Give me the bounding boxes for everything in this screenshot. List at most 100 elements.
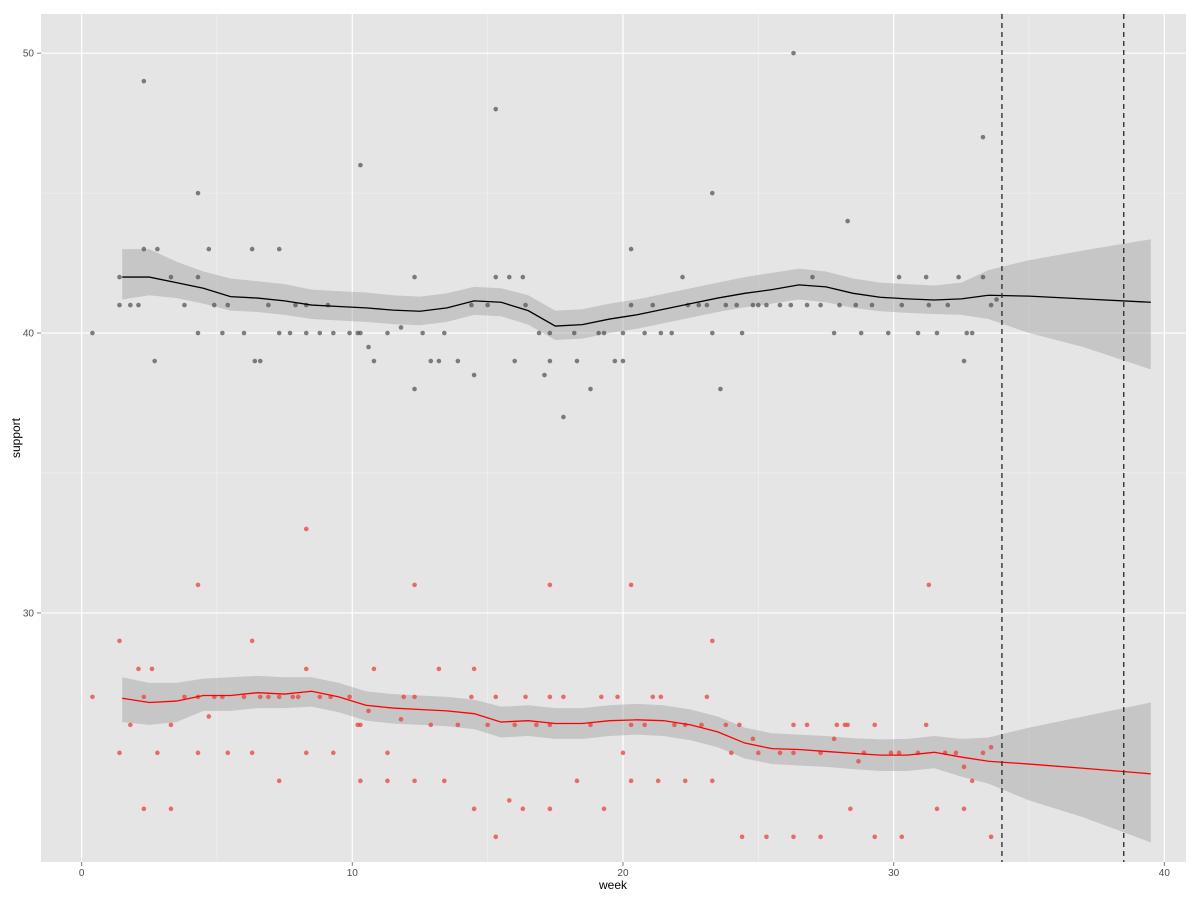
data-point-series-2 <box>831 736 837 742</box>
x-tick-label: 20 <box>617 868 629 879</box>
data-point-series-1 <box>420 330 425 336</box>
data-point-series-2 <box>412 582 417 588</box>
data-point-series-2 <box>750 736 756 742</box>
data-point-series-2 <box>737 722 742 728</box>
data-point-series-2 <box>534 722 539 728</box>
data-point-series-2 <box>599 694 604 700</box>
data-point-series-1 <box>837 302 842 308</box>
data-point-series-1 <box>436 358 442 364</box>
data-point-series-2 <box>358 722 363 728</box>
data-point-series-1 <box>90 330 95 336</box>
data-point-series-1 <box>994 297 999 302</box>
data-point-series-2 <box>276 778 282 784</box>
data-point-series-2 <box>303 526 309 532</box>
data-point-series-1 <box>620 330 626 336</box>
data-point-series-2 <box>90 694 95 700</box>
y-tick-label: 30 <box>23 608 35 619</box>
data-point-series-1 <box>756 302 761 308</box>
data-point-series-2 <box>658 694 664 700</box>
data-point-series-2 <box>493 694 499 700</box>
data-point-series-1 <box>241 330 247 336</box>
data-point-series-2 <box>804 722 810 728</box>
data-point-series-2 <box>899 834 905 840</box>
data-point-series-1 <box>804 302 810 308</box>
data-point-series-2 <box>225 750 231 756</box>
data-point-series-1 <box>325 302 331 308</box>
data-point-series-1 <box>428 358 434 364</box>
data-point-series-1 <box>347 330 352 336</box>
data-point-series-2 <box>655 778 661 784</box>
data-point-series-2 <box>953 750 959 756</box>
data-point-series-2 <box>141 694 147 700</box>
data-point-series-1 <box>650 302 656 308</box>
data-point-series-2 <box>923 722 929 728</box>
data-point-series-1 <box>788 302 794 308</box>
data-point-series-2 <box>574 778 580 784</box>
data-point-series-2 <box>276 694 282 700</box>
data-point-series-2 <box>436 666 442 672</box>
data-point-series-2 <box>547 722 553 728</box>
x-axis-title: week <box>598 878 628 892</box>
data-point-series-2 <box>704 694 710 700</box>
data-point-series-2 <box>195 750 201 756</box>
smooth-line-series-2 <box>122 690 1151 775</box>
data-point-series-2 <box>856 758 861 764</box>
data-point-series-2 <box>620 750 626 756</box>
data-point-series-2 <box>628 778 634 784</box>
data-point-series-2 <box>988 834 994 840</box>
data-point-series-2 <box>485 722 490 728</box>
data-point-series-1 <box>358 330 363 336</box>
data-point-series-2 <box>791 834 796 840</box>
data-point-series-1 <box>869 302 875 308</box>
data-point-series-2 <box>155 750 160 756</box>
data-point-series-1 <box>818 302 823 308</box>
data-point-series-2 <box>471 806 477 812</box>
data-point-series-1 <box>764 302 769 308</box>
data-point-series-2 <box>547 694 553 700</box>
data-point-series-2 <box>547 806 553 812</box>
data-point-series-1 <box>612 358 618 364</box>
data-point-series-2 <box>442 778 447 784</box>
data-point-series-1 <box>493 274 499 280</box>
data-point-series-2 <box>303 666 309 672</box>
data-point-series-1 <box>412 386 417 392</box>
data-point-series-1 <box>896 274 902 280</box>
data-point-series-2 <box>398 716 404 722</box>
data-point-series-2 <box>961 806 967 812</box>
data-point-series-1 <box>980 134 986 140</box>
data-point-series-2 <box>672 722 677 728</box>
data-point-series-1 <box>206 246 212 252</box>
data-point-series-2 <box>791 722 796 728</box>
data-point-series-1 <box>331 330 336 336</box>
data-point-series-2 <box>117 750 122 756</box>
data-point-series-1 <box>293 302 298 308</box>
data-point-series-2 <box>739 834 745 840</box>
data-point-series-1 <box>596 330 601 336</box>
data-point-series-2 <box>777 750 783 756</box>
data-point-series-1 <box>964 330 970 336</box>
data-point-series-1 <box>469 302 474 308</box>
data-point-series-1 <box>710 330 715 336</box>
data-point-series-2 <box>195 582 201 588</box>
data-point-series-1 <box>195 190 201 196</box>
data-point-series-2 <box>331 750 336 756</box>
data-point-series-1 <box>574 358 580 364</box>
data-point-series-1 <box>601 330 607 336</box>
data-point-series-2 <box>136 666 141 672</box>
data-point-series-2 <box>366 708 371 714</box>
data-point-series-1 <box>710 190 715 196</box>
y-axis: 30 40 50 <box>23 49 41 619</box>
data-point-series-2 <box>303 750 309 756</box>
data-point-series-1 <box>704 302 710 308</box>
grid-major <box>41 14 1186 862</box>
confidence-band-2 <box>122 675 1151 843</box>
data-point-series-1 <box>303 330 309 336</box>
data-point-series-1 <box>718 386 723 392</box>
data-point-series-2 <box>699 722 704 728</box>
data-point-series-1 <box>512 358 517 364</box>
data-point-series-2 <box>834 722 840 728</box>
data-point-series-2 <box>295 694 301 700</box>
data-point-series-1 <box>195 330 201 336</box>
data-point-series-2 <box>317 694 323 700</box>
y-axis-title: support <box>9 417 23 458</box>
